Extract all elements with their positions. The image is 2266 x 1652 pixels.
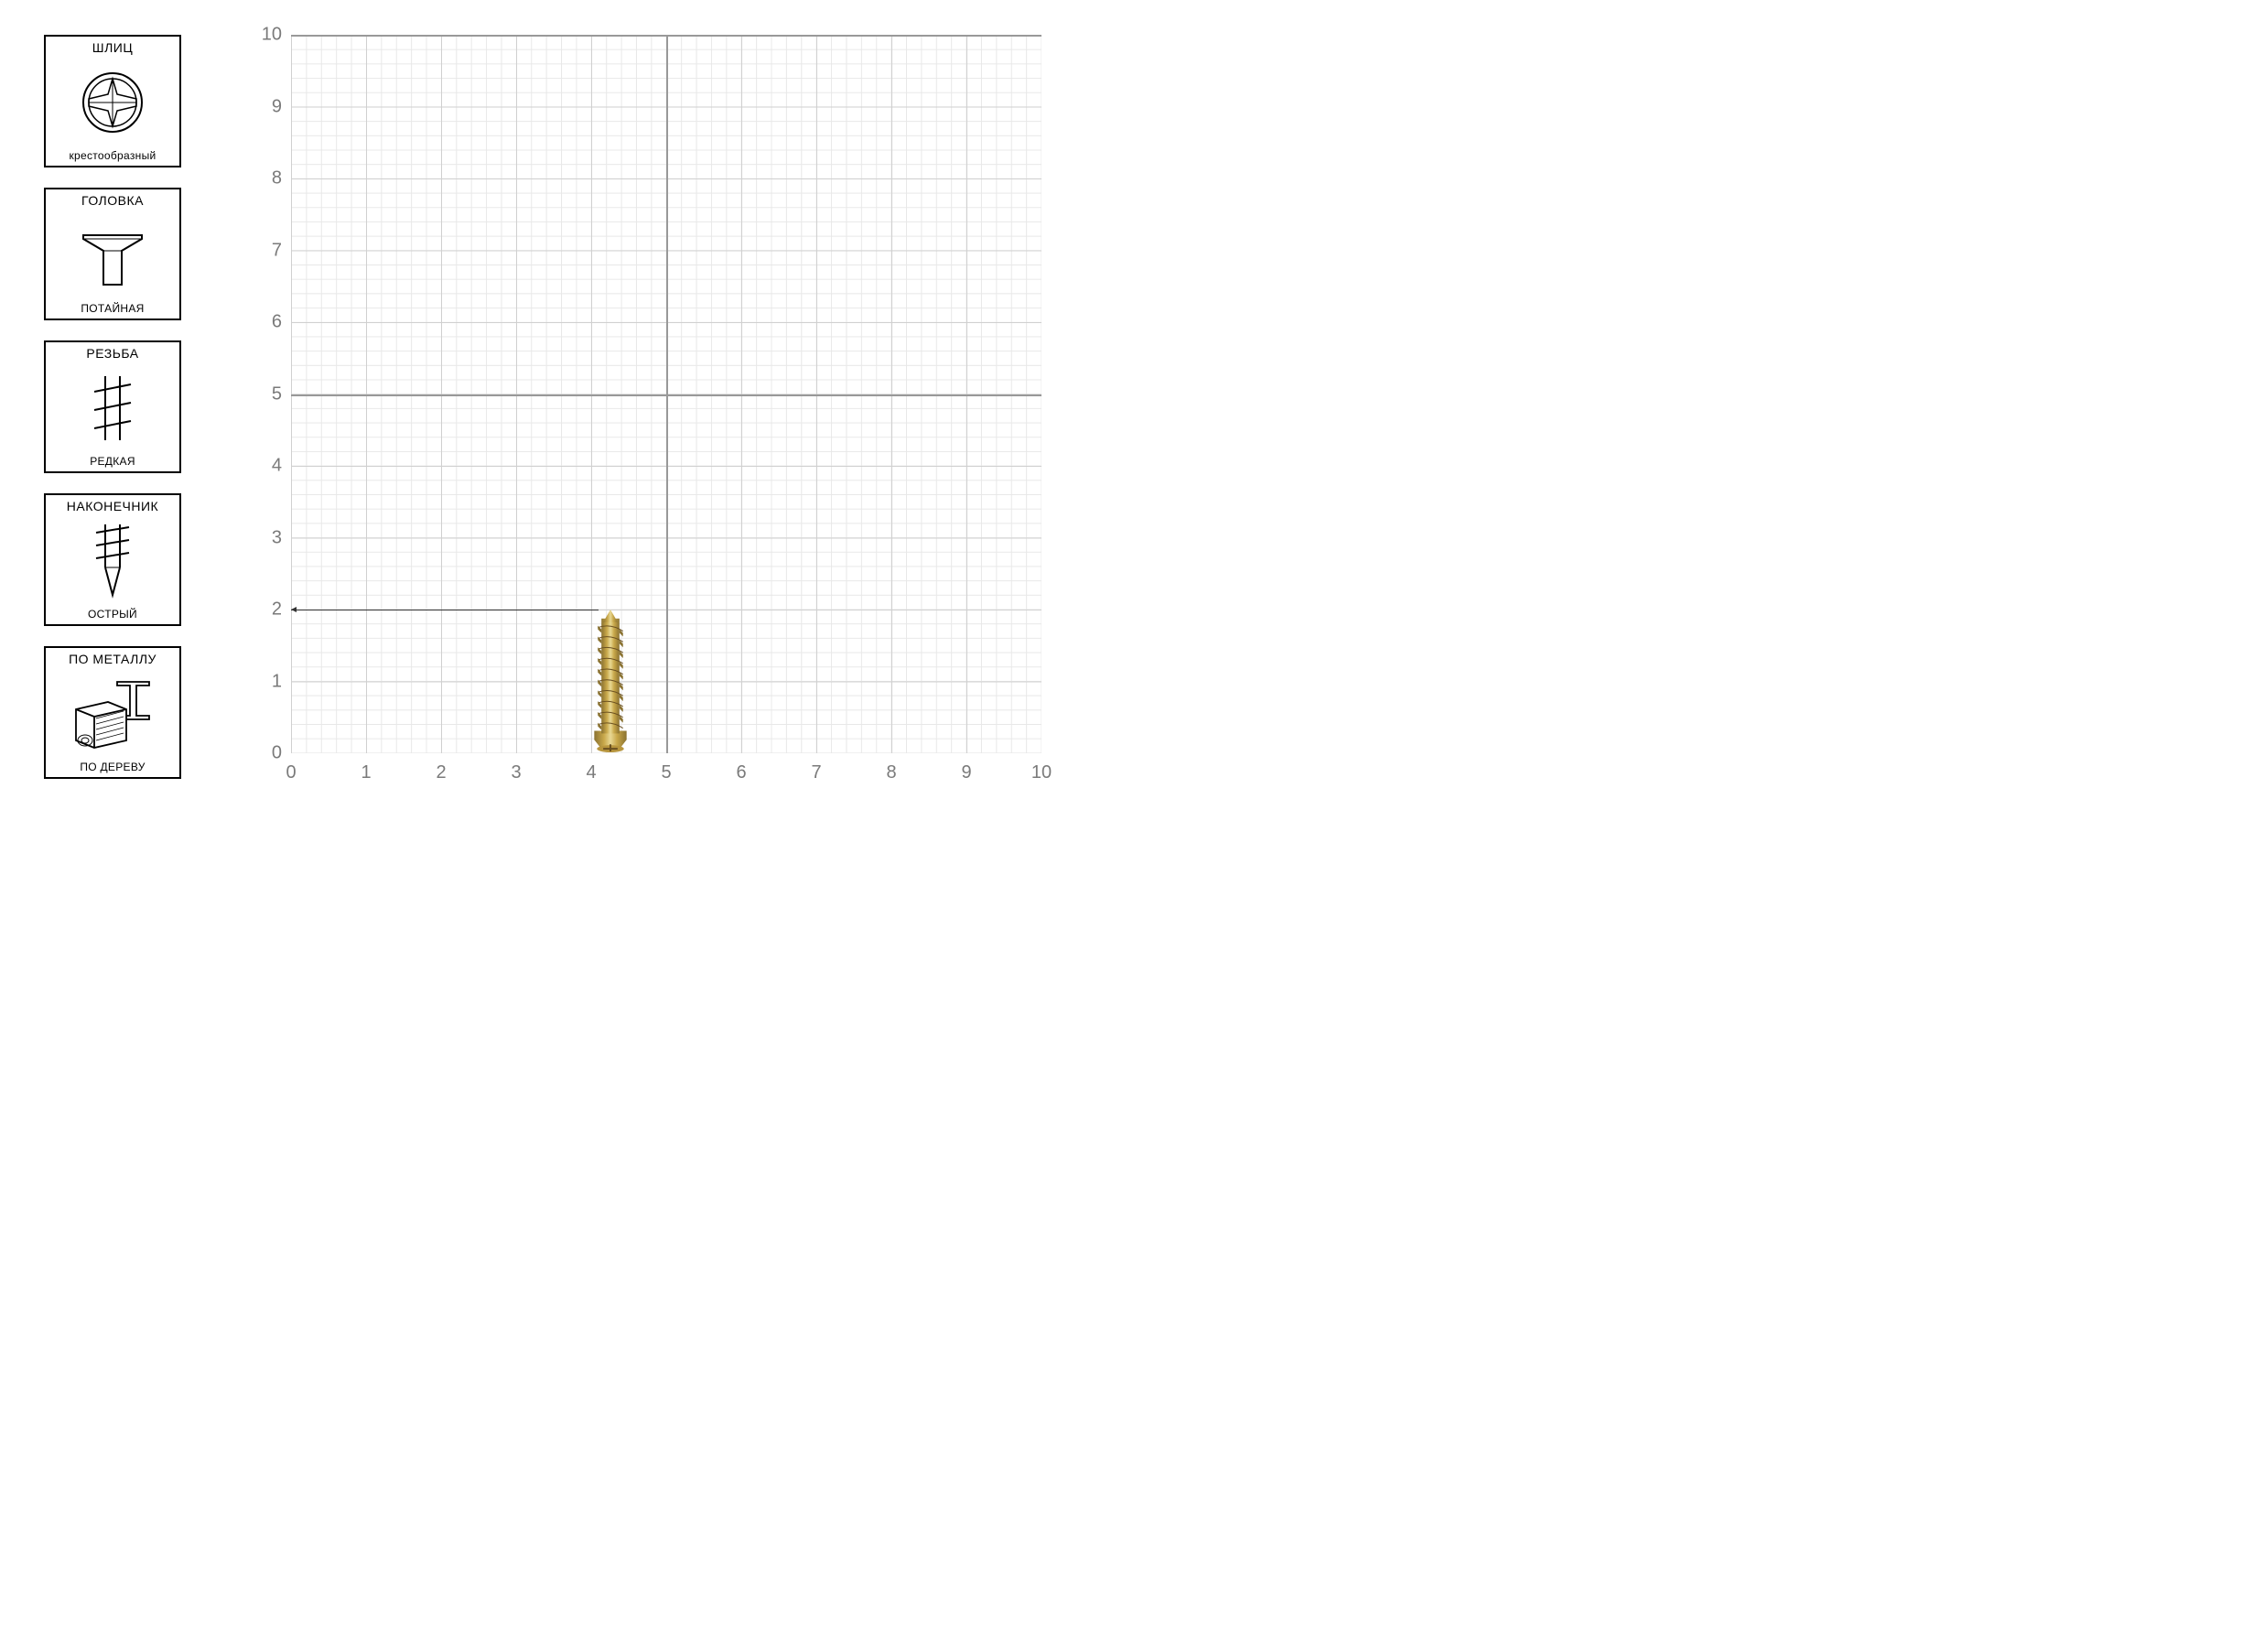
x-axis-label: 10 <box>1031 762 1052 783</box>
spec-label: ОСТРЫЙ <box>88 608 137 621</box>
tip-sharp-icon <box>46 513 179 608</box>
y-axis-label: 1 <box>272 671 282 692</box>
screw-product <box>583 610 638 758</box>
x-axis-label: 8 <box>886 762 896 783</box>
spec-sidebar: ШЛИЦ крестообразный ГОЛОВКА ПО <box>44 35 181 794</box>
y-axis-label: 3 <box>272 527 282 548</box>
x-axis-label: 1 <box>361 762 371 783</box>
y-axis-label: 0 <box>272 743 282 764</box>
spec-title: НАКОНЕЧНИК <box>67 499 158 513</box>
x-axis-label: 2 <box>436 762 446 783</box>
x-axis-label: 5 <box>661 762 671 783</box>
x-axis-label: 9 <box>961 762 971 783</box>
measurement-chart: 012345678910012345678910 <box>236 35 1041 794</box>
x-axis-label: 0 <box>286 762 296 783</box>
y-axis-label: 2 <box>272 599 282 621</box>
material-icon <box>46 666 179 761</box>
y-axis-label: 5 <box>272 383 282 405</box>
y-axis-label: 10 <box>262 25 282 46</box>
x-axis-label: 7 <box>811 762 821 783</box>
y-axis-label: 4 <box>272 456 282 477</box>
countersunk-icon <box>46 208 179 302</box>
x-axis-label: 3 <box>511 762 521 783</box>
spec-box-tip: НАКОНЕЧНИК ОСТРЫЙ <box>44 493 181 626</box>
y-axis-label: 7 <box>272 240 282 261</box>
spec-title: ГОЛОВКА <box>81 193 144 208</box>
spec-box-slot: ШЛИЦ крестообразный <box>44 35 181 167</box>
grid-major-line <box>666 35 668 753</box>
spec-title: ШЛИЦ <box>92 40 133 55</box>
spec-box-material: ПО МЕТАЛЛУ ПО ДЕРЕВУ <box>44 646 181 779</box>
y-axis-label: 6 <box>272 312 282 333</box>
x-axis-label: 6 <box>736 762 746 783</box>
y-axis-label: 9 <box>272 96 282 117</box>
x-axis-label: 4 <box>586 762 596 783</box>
spec-box-thread: РЕЗЬБА РЕДКАЯ <box>44 340 181 473</box>
spec-label: РЕДКАЯ <box>90 455 135 468</box>
spec-title: ПО МЕТАЛЛУ <box>69 652 156 666</box>
spec-title: РЕЗЬБА <box>86 346 138 361</box>
spec-label: крестообразный <box>69 149 156 162</box>
phillips-icon <box>46 55 179 149</box>
thread-coarse-icon <box>46 361 179 455</box>
spec-box-head: ГОЛОВКА ПОТАЙНАЯ <box>44 188 181 320</box>
y-axis-label: 8 <box>272 168 282 189</box>
spec-label: ПОТАЙНАЯ <box>81 302 144 315</box>
spec-label: ПО ДЕРЕВУ <box>80 761 145 773</box>
